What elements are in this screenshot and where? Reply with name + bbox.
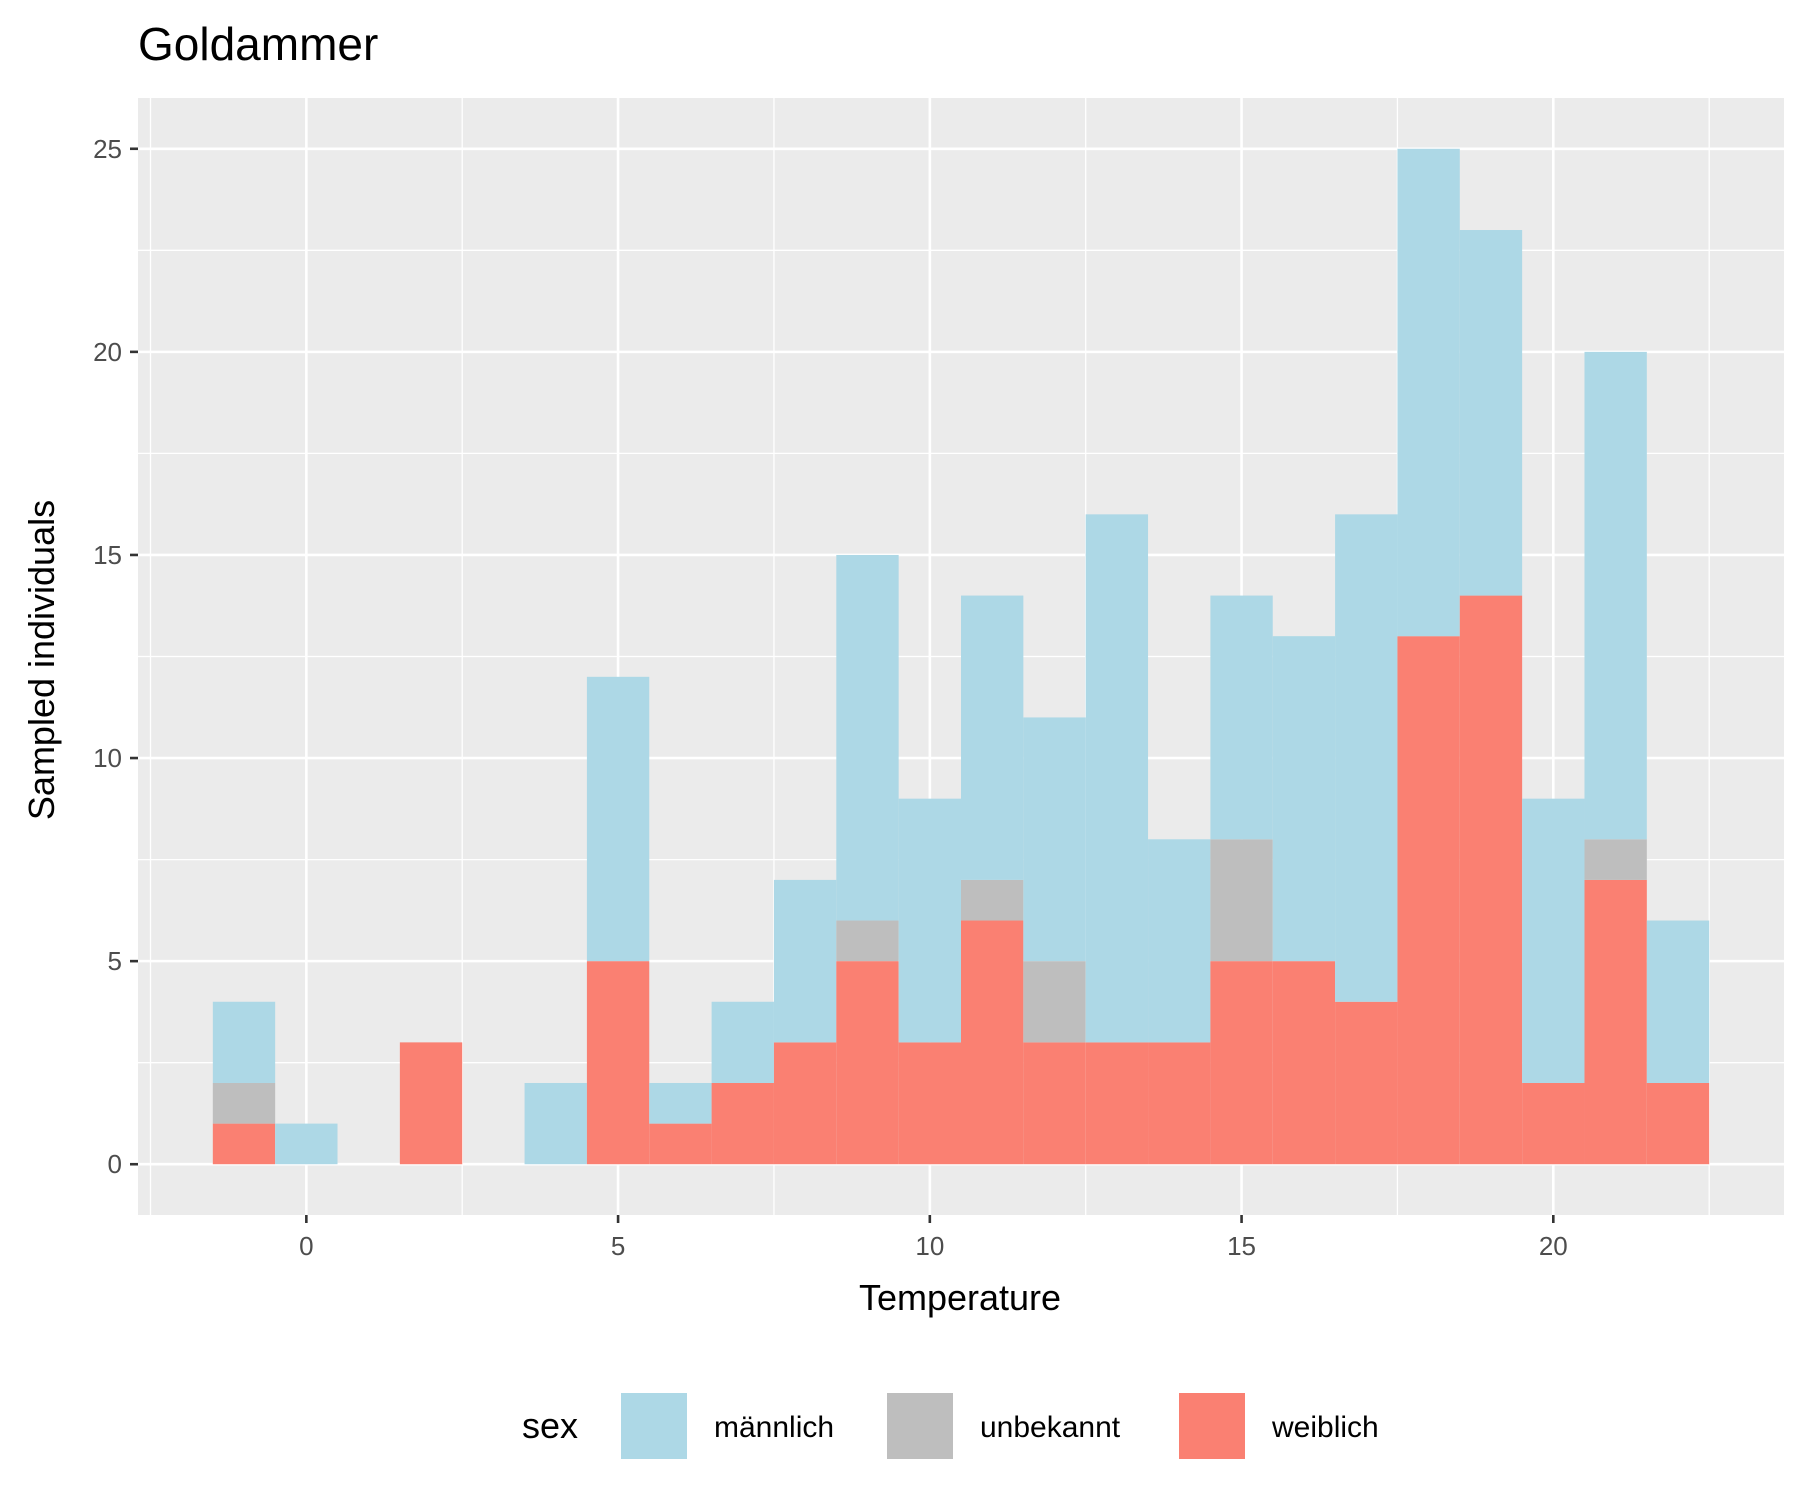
bar-weiblich — [1148, 1042, 1211, 1165]
bar-weiblich — [1397, 636, 1460, 1165]
bar-weiblich — [1335, 1001, 1398, 1165]
bar-weiblich — [1085, 1042, 1149, 1165]
bar-mnnlich — [1272, 636, 1336, 962]
bar-mnnlich — [586, 676, 650, 962]
axis-ticks — [130, 147, 1555, 1223]
bar-mnnlich — [212, 1001, 276, 1083]
bar-mnnlich — [1210, 595, 1273, 840]
bar-weiblich — [836, 961, 899, 1165]
x-tick-label: 5 — [611, 1231, 625, 1261]
bar-weiblich — [1459, 595, 1523, 1165]
bar-weiblich — [1646, 1082, 1710, 1165]
legend-label: unbekannt — [980, 1411, 1121, 1444]
bar-mnnlich — [961, 595, 1024, 880]
bar-weiblich — [961, 920, 1024, 1165]
bar-mnnlich — [1459, 230, 1523, 596]
y-tick-label: 15 — [93, 540, 122, 570]
x-tick-label: 15 — [1227, 1231, 1256, 1261]
bar-unbekannt — [1023, 961, 1086, 1043]
legend: sex männlich unbekannt weiblich — [522, 1391, 1379, 1461]
bar-weiblich — [586, 961, 650, 1165]
bar-weiblich — [711, 1082, 774, 1165]
x-tick-label: 10 — [915, 1231, 944, 1261]
legend-label: weiblich — [1271, 1411, 1379, 1444]
bar-mnnlich — [836, 554, 899, 921]
y-tick-label: 25 — [93, 134, 122, 164]
bar-mnnlich — [1646, 920, 1710, 1083]
bar-weiblich — [1210, 961, 1273, 1165]
bar-mnnlich — [711, 1001, 774, 1083]
bar-weiblich — [1522, 1082, 1585, 1165]
y-axis-title: Sampled individuals — [21, 500, 62, 820]
bar-weiblich — [1272, 961, 1336, 1165]
y-tick-label: 5 — [108, 946, 122, 976]
bar-mnnlich — [524, 1082, 587, 1165]
bar-weiblich — [898, 1042, 961, 1165]
bar-mnnlich — [1522, 798, 1585, 1083]
bar-mnnlich — [773, 879, 837, 1043]
y-tick-label: 0 — [108, 1149, 122, 1179]
bar-mnnlich — [1397, 148, 1460, 637]
bar-mnnlich — [1584, 351, 1647, 840]
bar-weiblich — [399, 1042, 463, 1165]
bar-mnnlich — [1085, 514, 1149, 1043]
chart-title: Goldammer — [138, 18, 378, 70]
bar-mnnlich — [1148, 839, 1211, 1043]
bar-weiblich — [212, 1123, 276, 1165]
x-tick-label: 0 — [299, 1231, 313, 1261]
bar-mnnlich — [649, 1082, 712, 1124]
y-tick-label: 20 — [93, 337, 122, 367]
bar-unbekannt — [836, 920, 899, 962]
bar-unbekannt — [212, 1082, 276, 1124]
x-axis-title: Temperature — [859, 1277, 1061, 1318]
legend-key-weiblich — [1177, 1391, 1247, 1461]
bar-weiblich — [773, 1042, 837, 1165]
bar-mnnlich — [1023, 717, 1086, 962]
legend-title: sex — [522, 1405, 578, 1446]
bar-mnnlich — [1335, 514, 1398, 1002]
bar-unbekannt — [961, 879, 1024, 921]
legend-key-mnnlich — [619, 1391, 689, 1461]
y-axis-tick-labels: 0 5 10 15 20 25 — [93, 134, 122, 1179]
bar-weiblich — [1584, 879, 1647, 1165]
bar-weiblich — [649, 1123, 712, 1165]
legend-key-unbekannt — [885, 1391, 955, 1461]
x-axis-tick-labels: 0 5 10 15 20 — [299, 1231, 1568, 1261]
bar-weiblich — [1023, 1042, 1086, 1165]
bar-unbekannt — [1210, 839, 1273, 962]
x-tick-label: 20 — [1539, 1231, 1568, 1261]
y-tick-label: 10 — [93, 743, 122, 773]
bar-unbekannt — [1584, 839, 1647, 880]
legend-label: männlich — [714, 1411, 834, 1444]
bar-mnnlich — [898, 798, 961, 1043]
bars-layer — [212, 148, 1710, 1165]
bar-mnnlich — [275, 1123, 338, 1165]
